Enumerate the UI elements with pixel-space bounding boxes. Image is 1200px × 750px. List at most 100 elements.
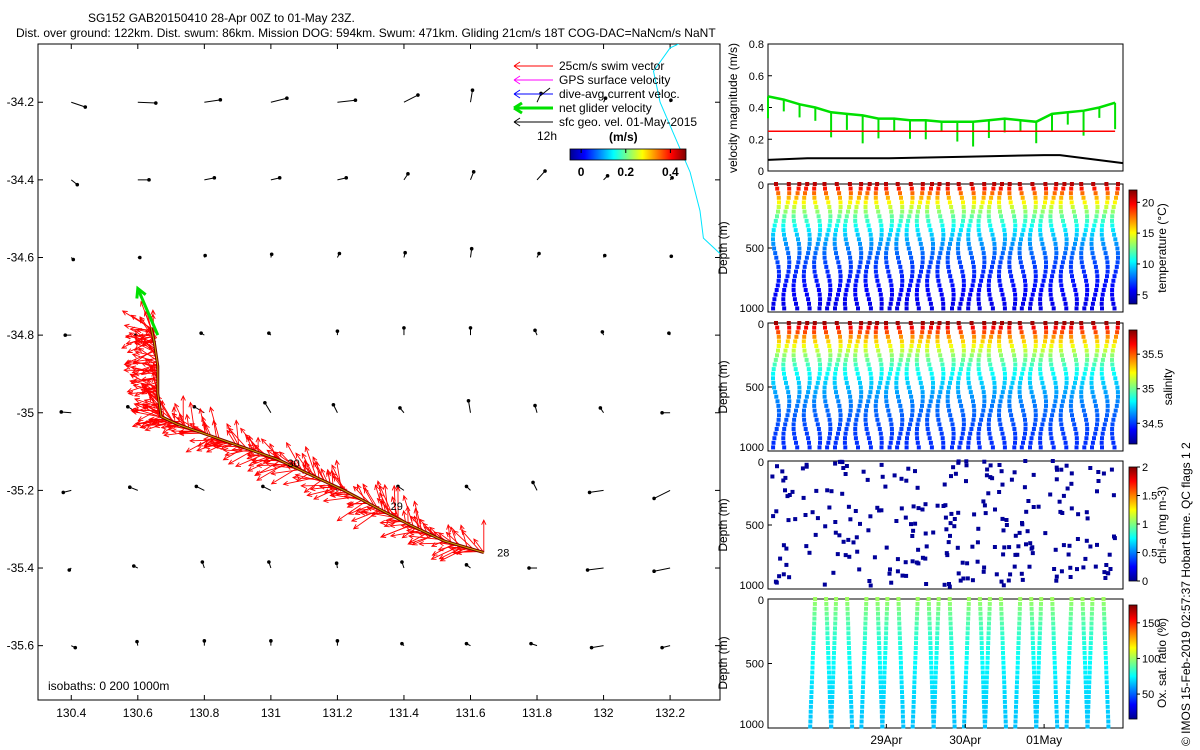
swim-vector bbox=[162, 423, 177, 434]
profile-dot bbox=[847, 554, 852, 559]
profile-dot bbox=[1014, 704, 1018, 709]
profile-dot bbox=[1066, 685, 1071, 690]
geo-vector-head bbox=[669, 98, 673, 103]
profile-dot bbox=[966, 601, 971, 606]
profile-dot bbox=[1106, 714, 1111, 719]
profile-dot bbox=[886, 408, 891, 413]
swim-vector bbox=[305, 446, 317, 478]
profile-dot bbox=[978, 348, 983, 353]
velocity-ylabel: velocity magnitude (m/s) bbox=[726, 43, 740, 173]
profile-dot bbox=[1081, 626, 1086, 631]
profile-dot bbox=[895, 182, 900, 186]
profile-dot bbox=[946, 540, 951, 545]
profile-dot bbox=[796, 237, 800, 242]
profile-dot bbox=[1105, 690, 1110, 695]
profile-dot bbox=[997, 344, 1002, 348]
profile-dot bbox=[961, 357, 965, 362]
profile-dot bbox=[909, 344, 914, 348]
profile-dot bbox=[838, 344, 843, 348]
profile-dot bbox=[912, 685, 917, 690]
profile-dot bbox=[945, 399, 950, 404]
profile-dot bbox=[990, 445, 995, 450]
profile-dot bbox=[1068, 330, 1073, 335]
profile-dot bbox=[1035, 695, 1040, 699]
swim-vector-head bbox=[295, 452, 301, 459]
profile-dot bbox=[1015, 675, 1020, 680]
profile-dot bbox=[910, 413, 915, 418]
swim-vector bbox=[246, 436, 253, 451]
profile-dot bbox=[1011, 376, 1016, 381]
profile-dot bbox=[843, 445, 848, 450]
profile-dot bbox=[912, 690, 917, 695]
profile-dot bbox=[837, 427, 842, 431]
profile-dot bbox=[1021, 367, 1026, 372]
profile-dot bbox=[832, 376, 837, 381]
profile-dot bbox=[1002, 241, 1007, 246]
profile-dot bbox=[937, 209, 942, 214]
profile-dot bbox=[1105, 330, 1110, 335]
profile-dot bbox=[859, 394, 864, 399]
profile-dot bbox=[1032, 330, 1037, 335]
swim-vector-head bbox=[134, 340, 141, 346]
profile-dot bbox=[860, 704, 865, 709]
profile-dot bbox=[1089, 616, 1094, 621]
profile-dot bbox=[957, 306, 962, 311]
profile-dot bbox=[846, 417, 851, 422]
profile-dot bbox=[1028, 241, 1032, 246]
profile-dot bbox=[843, 376, 848, 381]
velocity-series-line bbox=[767, 154, 1124, 165]
profile-dot bbox=[905, 431, 910, 436]
profile-dot bbox=[913, 469, 917, 474]
profile-dot bbox=[849, 719, 854, 724]
profile-dot bbox=[1001, 223, 1006, 228]
depth-y-tick-label: 0 bbox=[758, 595, 764, 607]
profile-dot bbox=[1085, 431, 1089, 436]
profile-dot bbox=[997, 413, 1001, 418]
profile-dot bbox=[1029, 597, 1034, 601]
net-velocity-line bbox=[136, 287, 160, 336]
profile-dot bbox=[916, 232, 921, 237]
profile-dot bbox=[1101, 241, 1106, 246]
profile-dot bbox=[1112, 232, 1117, 237]
profile-dot bbox=[864, 269, 869, 274]
profile-dot bbox=[1031, 399, 1036, 404]
oxygen-colorbar bbox=[1128, 604, 1138, 720]
profile-dot bbox=[1104, 205, 1109, 209]
geo-vector-head bbox=[527, 566, 531, 570]
profile-dot bbox=[831, 570, 836, 575]
profile-dot bbox=[1044, 330, 1049, 335]
profile-dot bbox=[916, 371, 921, 376]
profile-dot bbox=[866, 528, 871, 533]
profile-dot bbox=[806, 367, 811, 372]
profile-dot bbox=[1105, 403, 1110, 408]
profile-dot bbox=[951, 297, 956, 302]
swim-vector bbox=[161, 400, 165, 418]
profile-dot bbox=[863, 278, 868, 283]
profile-dot bbox=[992, 246, 997, 251]
profile-dot bbox=[1083, 440, 1088, 445]
profile-dot bbox=[905, 292, 910, 297]
profile-dot bbox=[983, 714, 988, 719]
profile-dot bbox=[806, 251, 811, 256]
profile-dot bbox=[899, 427, 904, 431]
swim-vector-head bbox=[366, 506, 373, 512]
geo-vector-head bbox=[469, 246, 474, 251]
profile-dot bbox=[941, 237, 946, 242]
profile-dot bbox=[1013, 297, 1018, 302]
profile-dot bbox=[899, 685, 904, 690]
profile-dot bbox=[804, 292, 809, 297]
profile-dot bbox=[935, 264, 940, 269]
profile-dot bbox=[1101, 288, 1106, 292]
profile-dot bbox=[1015, 670, 1020, 675]
profile-dot bbox=[1027, 564, 1032, 569]
swim-vector bbox=[145, 420, 171, 431]
profile-dot bbox=[908, 321, 913, 325]
geo-vector bbox=[587, 567, 604, 571]
profile-dot bbox=[1083, 274, 1088, 279]
profile-dot bbox=[862, 636, 867, 641]
geo-vector-head bbox=[200, 560, 205, 564]
profile-dot bbox=[1069, 200, 1074, 205]
profile-dot bbox=[862, 646, 867, 650]
profile-dot bbox=[1094, 288, 1099, 292]
